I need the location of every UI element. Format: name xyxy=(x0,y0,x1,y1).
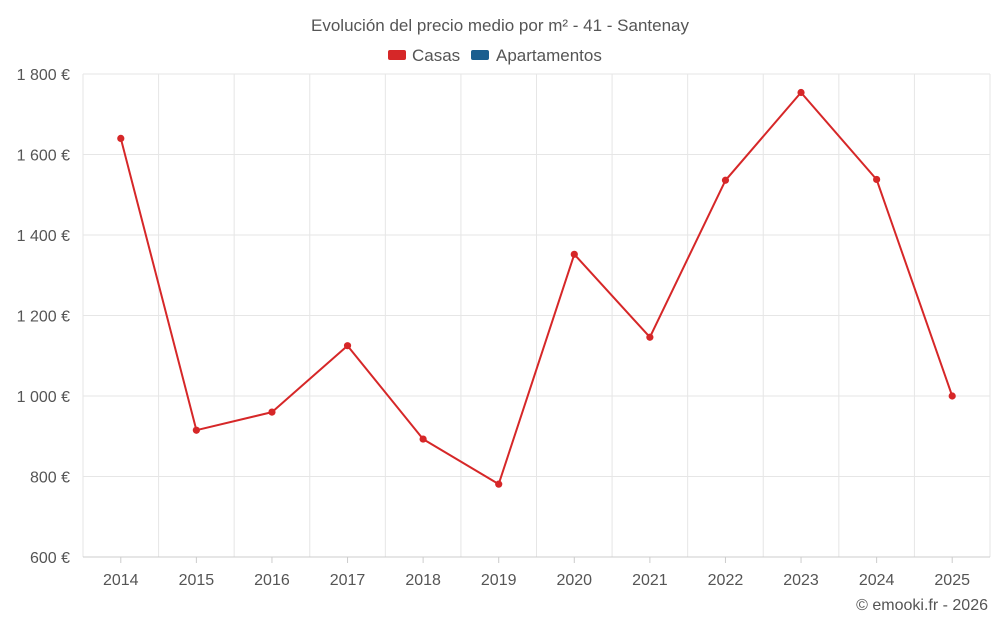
data-point xyxy=(721,176,730,184)
legend-label-apartamentos: Apartamentos xyxy=(496,46,602,65)
data-point xyxy=(495,480,503,488)
x-tick-label: 2025 xyxy=(934,572,970,589)
chart-title: Evolución del precio medio por m² - 41 -… xyxy=(311,16,689,35)
x-tick-label: 2023 xyxy=(783,572,819,589)
y-tick-label: 1 200 € xyxy=(17,309,70,326)
footer-credit: © emooki.fr - 2026 xyxy=(856,597,988,614)
x-tick-label: 2016 xyxy=(254,572,290,589)
data-point xyxy=(268,408,276,416)
legend-item-casas[interactable]: Casas xyxy=(388,46,460,65)
y-tick-label: 800 € xyxy=(30,470,70,487)
legend-item-apartamentos[interactable]: Apartamentos xyxy=(471,46,602,65)
data-point xyxy=(419,435,427,443)
legend: Casas Apartamentos xyxy=(388,46,602,65)
y-tick-label: 1 400 € xyxy=(17,228,70,245)
x-tick-label: 2022 xyxy=(708,572,744,589)
data-point xyxy=(117,134,125,142)
x-tick-label: 2024 xyxy=(859,572,895,589)
legend-swatch-casas xyxy=(388,50,406,60)
data-point xyxy=(570,250,578,258)
x-tick-label: 2015 xyxy=(179,572,215,589)
y-tick-label: 1 000 € xyxy=(17,389,70,406)
series-line-casas xyxy=(119,91,954,486)
data-point xyxy=(797,88,805,97)
x-tick-label: 2018 xyxy=(405,572,441,589)
series xyxy=(117,88,956,488)
x-tick-label: 2021 xyxy=(632,572,668,589)
data-point xyxy=(948,392,956,400)
y-tick-label: 1 800 € xyxy=(17,67,70,84)
x-tick-label: 2020 xyxy=(556,572,592,589)
data-point xyxy=(192,426,200,434)
x-tick-label: 2014 xyxy=(103,572,139,589)
y-tick-label: 1 600 € xyxy=(17,148,70,165)
legend-swatch-apartamentos xyxy=(471,50,489,60)
x-tick-label: 2017 xyxy=(330,572,366,589)
data-point xyxy=(873,175,881,184)
legend-label-casas: Casas xyxy=(412,46,460,65)
axes: 600 € 800 € 1 000 € 1 200 € 1 400 € 1 600 € 1 … xyxy=(17,67,990,589)
data-point xyxy=(343,342,352,350)
x-tick-label: 2019 xyxy=(481,572,517,589)
data-point xyxy=(646,333,654,341)
y-tick-label: 600 € xyxy=(30,550,70,567)
grid xyxy=(82,73,991,557)
